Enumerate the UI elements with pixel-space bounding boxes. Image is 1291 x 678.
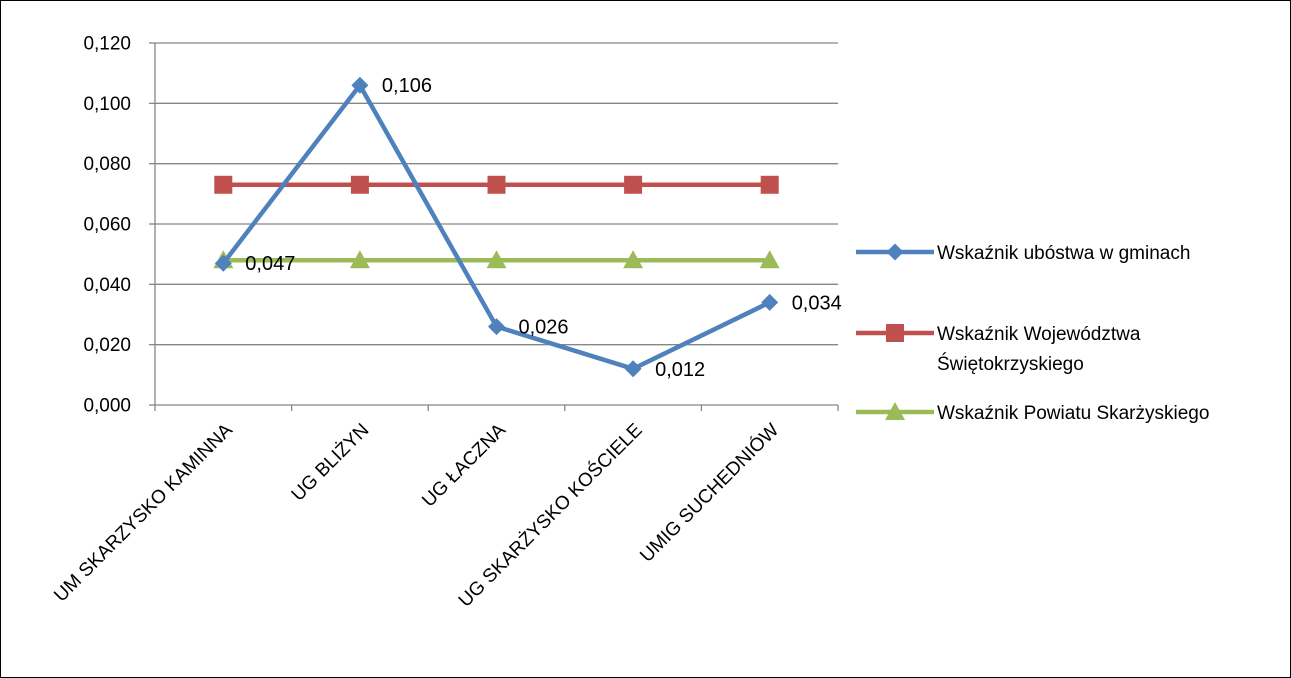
data-label: 0,012	[655, 359, 705, 381]
y-tick-label: 0,020	[83, 335, 131, 356]
y-tick-label: 0,000	[83, 396, 131, 417]
data-label: 0,047	[245, 253, 295, 275]
y-tick-label: 0,100	[83, 94, 131, 115]
y-tick-labels: 0,000 0,020 0,040 0,060 0,080 0,100 0,120	[83, 34, 131, 417]
gridlines	[155, 42, 838, 346]
legend-marker	[885, 402, 905, 420]
legend-marker	[886, 324, 904, 342]
legend-label: Wskaźnik ubóstwa w gminach	[937, 243, 1190, 264]
legend-entry: Wskaźnik ubóstwa w gminach	[856, 243, 1190, 264]
series-0	[214, 76, 779, 378]
series	[213, 76, 780, 378]
data-point	[487, 175, 506, 194]
axes	[149, 42, 839, 411]
data-point	[214, 175, 233, 194]
data-point	[623, 250, 644, 269]
data-point	[761, 293, 779, 311]
y-tick-label: 0,080	[83, 154, 131, 175]
data-label: 0,106	[382, 75, 432, 97]
data-point	[759, 250, 780, 269]
data-point	[760, 175, 779, 194]
data-point	[214, 254, 232, 272]
legend-entry: Wskaźnik Województwa Świętokrzyskiego	[856, 324, 1141, 375]
data-point	[486, 250, 507, 269]
data-point	[624, 175, 643, 194]
data-point	[351, 76, 369, 94]
legend: Wskaźnik ubóstwa w gminach Wskaźnik Wojew…	[856, 243, 1209, 424]
y-tick-label: 0,120	[83, 34, 131, 55]
data-point	[488, 318, 505, 336]
legend-label: Świętokrzyskiego	[937, 353, 1084, 375]
data-point	[350, 175, 369, 194]
legend-label: Wskaźnik Województwa	[937, 324, 1141, 345]
data-point	[349, 250, 370, 269]
legend-entry: Wskaźnik Powiatu Skarżyskiego	[856, 402, 1209, 424]
data-labels: 0,047 0,106 0,026 0,012 0,034	[245, 75, 841, 381]
data-point	[624, 360, 642, 378]
data-label: 0,026	[519, 317, 569, 339]
data-label: 0,034	[792, 292, 842, 314]
legend-label: Wskaźnik Powiatu Skarżyskiego	[937, 403, 1209, 424]
y-tick-label: 0,040	[83, 275, 131, 296]
legend-marker	[886, 243, 904, 261]
series-1	[214, 175, 779, 194]
y-tick-label: 0,060	[83, 215, 131, 236]
